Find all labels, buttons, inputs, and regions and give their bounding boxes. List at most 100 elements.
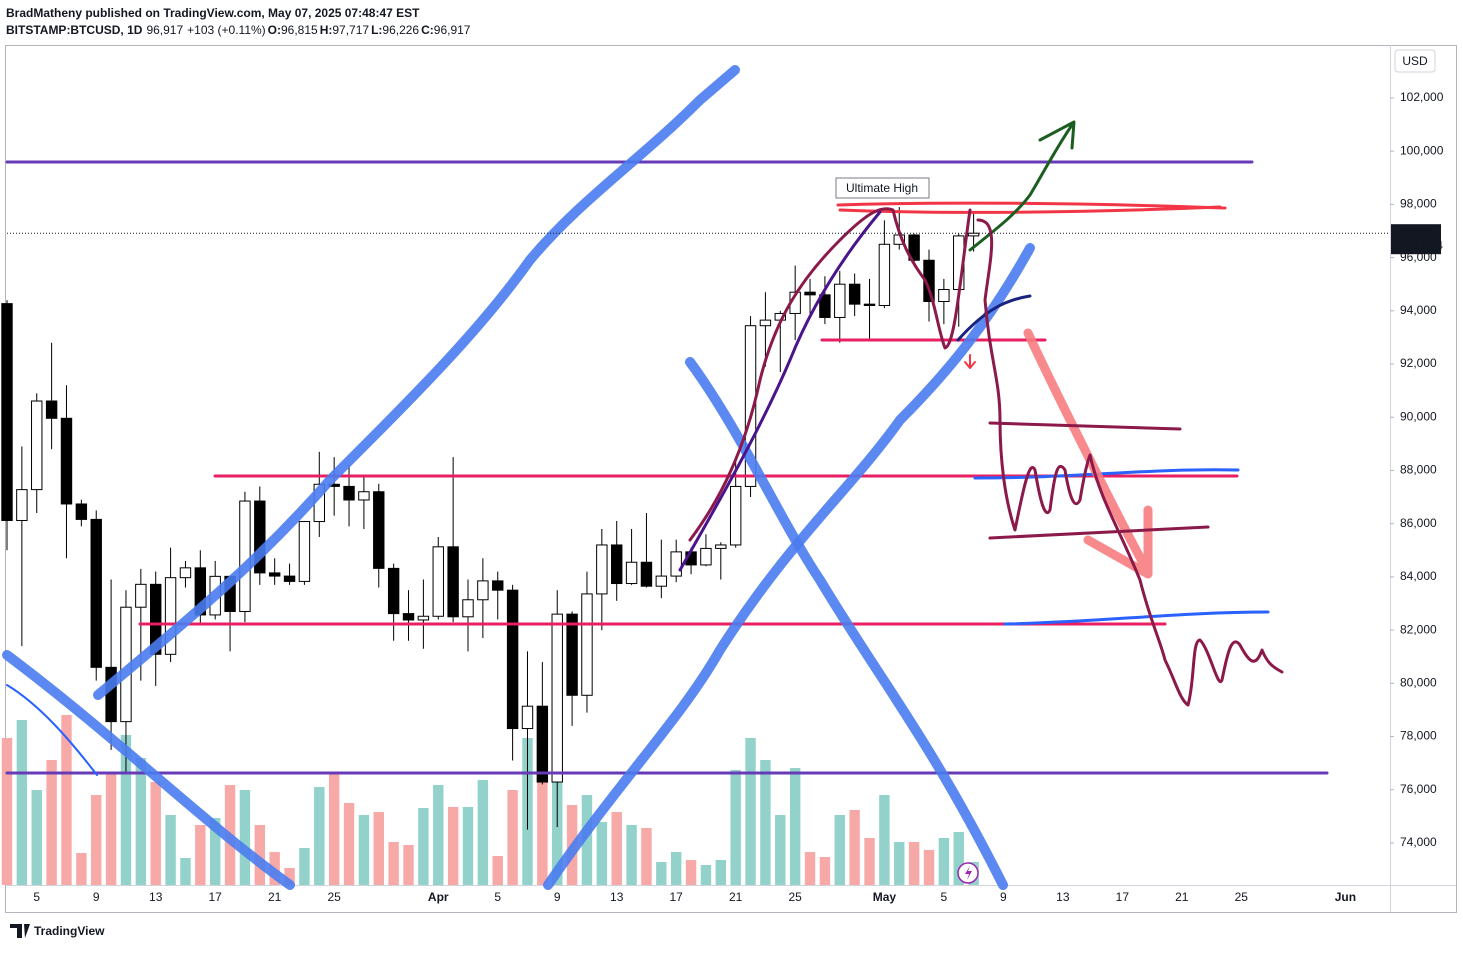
y-tick-label: 90,000: [1400, 409, 1437, 423]
candle-body: [343, 485, 355, 501]
volume-bar: [462, 807, 474, 885]
candle-body: [60, 417, 73, 505]
volume-bar: [804, 852, 816, 885]
candle-body: [358, 491, 370, 501]
candle-body: [283, 575, 296, 582]
candle-body: [164, 577, 177, 655]
volume-bar: [775, 815, 786, 885]
volume-bar: [923, 850, 935, 885]
candle-body: [492, 580, 504, 591]
x-tick-label: 21: [729, 890, 743, 904]
drawn-curve: [93, 65, 740, 700]
candle-body: [268, 572, 281, 577]
volume-bar: [284, 868, 295, 885]
x-tick-label: 21: [1175, 890, 1189, 904]
annotation: Ultimate High: [846, 181, 918, 195]
volume-bar: [596, 822, 608, 885]
volume-bar: [834, 815, 845, 885]
alert-bolt: [965, 866, 972, 880]
volume-bar: [135, 758, 147, 885]
volume-bar: [388, 842, 399, 885]
volume-bar: [150, 782, 161, 885]
y-tick-label: 88,000: [1400, 463, 1437, 477]
y-tick-label: 94,000: [1400, 303, 1437, 317]
drawn-curve: [6, 684, 98, 776]
x-tick-label: 9: [93, 890, 100, 904]
legend-text: L:: [371, 23, 382, 37]
volume-bar: [670, 852, 682, 885]
x-tick-label: 5: [33, 890, 40, 904]
volume-bar: [700, 865, 712, 885]
x-tick-label: Apr: [428, 890, 449, 904]
volume-bar: [685, 860, 697, 885]
candle-body: [670, 551, 682, 577]
y-tick-label: 100,000: [1400, 143, 1444, 157]
volume-bar: [894, 842, 905, 885]
volume-bar: [239, 790, 251, 885]
x-tick-label: 9: [554, 890, 561, 904]
candle-body: [566, 613, 578, 696]
annotation-box: [835, 177, 930, 199]
volume-bar: [76, 853, 87, 885]
candle-body: [31, 400, 43, 491]
candle-body: [596, 544, 608, 595]
candle-body: [150, 583, 162, 655]
volume-bar: [120, 735, 132, 885]
volume-bar: [418, 808, 429, 885]
legend-text: +103 (+0.11%): [187, 23, 266, 37]
candle-body: [477, 580, 489, 601]
drawn-scribble: [688, 207, 1284, 707]
candle-body: [804, 291, 816, 296]
drawn-curve: [685, 357, 1008, 890]
volume-bar: [626, 825, 637, 885]
volume-bar: [760, 760, 771, 885]
x-tick-label: 25: [327, 890, 341, 904]
candle-body: [254, 500, 266, 574]
candle-body: [387, 567, 400, 615]
currency[interactable]: USD: [1402, 54, 1428, 68]
y-tick-label: 84,000: [1400, 569, 1437, 583]
drawn-curve: [2, 650, 295, 890]
candle-body: [700, 547, 712, 566]
candle-body: [938, 289, 950, 302]
legend-text: O:: [268, 23, 281, 37]
countdown: 11:11:14: [1398, 238, 1443, 252]
y-tick-label: 74,000: [1400, 835, 1437, 849]
legend-text: C:: [421, 23, 434, 37]
candle-body: [640, 561, 653, 587]
volume-bar: [715, 860, 727, 885]
x-tick-label: 17: [1116, 890, 1130, 904]
x-tick-label: 5: [494, 890, 501, 904]
candle-body: [521, 705, 534, 730]
x-tick-label: 13: [149, 890, 163, 904]
volume-bar: [819, 857, 831, 885]
candle-body: [551, 613, 563, 783]
x-tick-label: 5: [941, 890, 948, 904]
currency-button[interactable]: [1394, 49, 1436, 73]
legend-text: 96,815: [281, 23, 318, 37]
y-tick-label: 82,000: [1400, 622, 1437, 636]
candle-body: [729, 485, 742, 546]
x-tick-label: Jun: [1335, 890, 1356, 904]
candle-body: [90, 518, 102, 668]
y-tick-label: 98,000: [1400, 197, 1437, 211]
legend-text: 96,226: [382, 23, 419, 37]
drawn-curve: [678, 210, 882, 572]
candle-body: [581, 593, 593, 696]
price-label: 96,917: [1398, 225, 1435, 239]
publisher: BradMatheny published on TradingView.com…: [6, 6, 420, 20]
candle-body: [75, 503, 88, 520]
y-tick-label: 80,000: [1400, 675, 1437, 689]
volume-bar: [373, 812, 384, 885]
y-tick-label: 102,000: [1400, 90, 1444, 104]
candle-body: [417, 615, 430, 621]
x-tick-label: 25: [788, 890, 802, 904]
y-tick-label: 92,000: [1400, 356, 1437, 370]
volume-bar: [16, 720, 28, 885]
volume-bar: [1, 738, 13, 885]
volume-bar: [343, 803, 355, 885]
candle-body: [373, 491, 385, 569]
candle-body: [1, 303, 13, 521]
volume-bar: [879, 795, 890, 885]
